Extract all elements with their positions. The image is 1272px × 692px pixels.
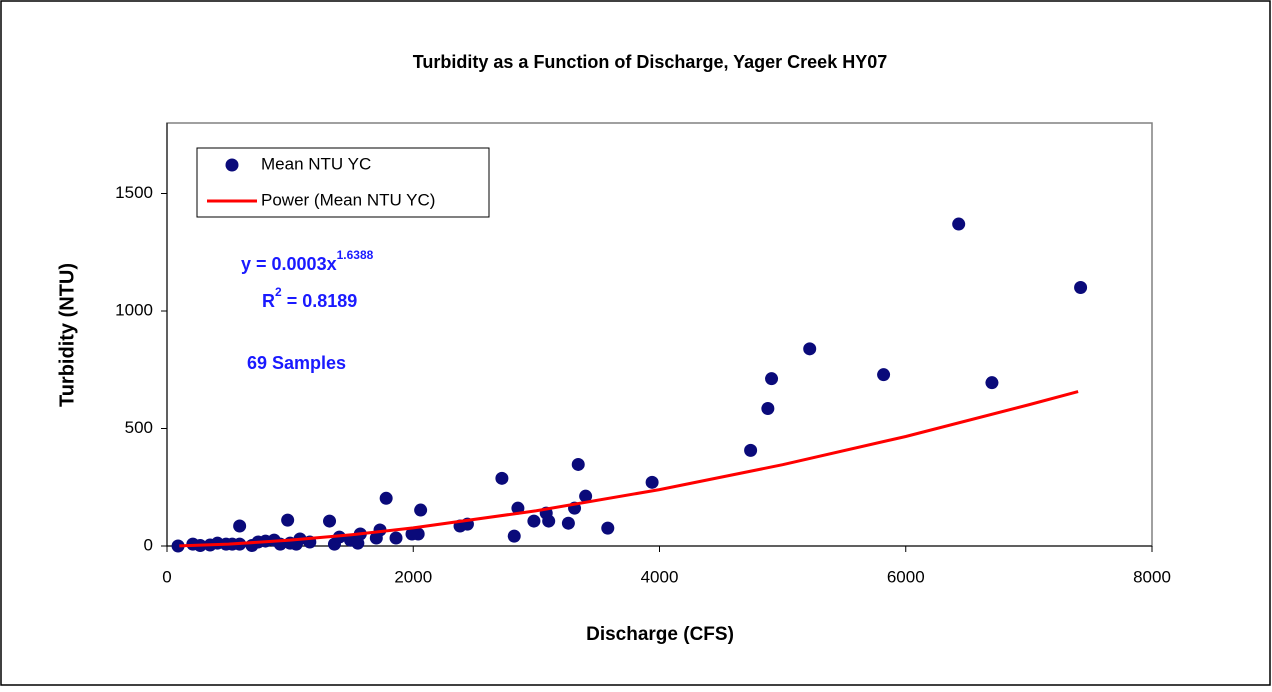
data-point [561, 516, 575, 530]
equation-base: y = 0.0003x [241, 254, 337, 274]
data-point [171, 539, 185, 553]
x-tick-label: 6000 [887, 567, 925, 586]
data-point [579, 489, 593, 503]
data-point [645, 475, 659, 489]
data-point [1074, 281, 1088, 294]
data-point [414, 503, 428, 517]
data-point [571, 457, 585, 471]
y-tick-label: 1000 [115, 300, 153, 319]
x-axis-label: Discharge (CFS) [586, 624, 734, 645]
data-point [527, 514, 541, 528]
x-tick-label: 8000 [1133, 567, 1171, 586]
r2-value: = 0.8189 [282, 291, 358, 311]
x-tick-label: 4000 [641, 567, 679, 586]
data-point [507, 529, 521, 543]
y-tick-label: 500 [125, 418, 153, 437]
y-tick-label: 1500 [115, 183, 153, 202]
y-axis-label: Turbidity (NTU) [56, 263, 78, 407]
equation-exponent: 1.6388 [337, 248, 374, 262]
data-point [765, 372, 779, 386]
data-point [601, 521, 615, 535]
data-point [495, 471, 509, 485]
data-point [389, 531, 403, 545]
data-point [281, 513, 295, 527]
data-point [233, 519, 247, 533]
data-point [803, 342, 817, 356]
equation: y = 0.0003x1.6388 [241, 248, 374, 274]
data-point [744, 443, 758, 457]
data-point [323, 514, 337, 528]
r2-exponent: 2 [275, 285, 282, 299]
trend-line [179, 390, 1079, 548]
r-squared: R2 = 0.8189 [262, 285, 357, 311]
data-point [877, 368, 891, 382]
data-point [379, 491, 393, 505]
y-tick-label: 0 [144, 535, 153, 554]
r2-base: R [262, 291, 275, 311]
sample-count: 69 Samples [247, 353, 346, 373]
legend-marker [225, 158, 239, 172]
data-point [985, 376, 999, 390]
legend-box [196, 147, 490, 218]
data-point [542, 514, 556, 528]
x-tick-label: 0 [162, 567, 171, 586]
data-point [952, 217, 966, 231]
legend-label: Power (Mean NTU YC) [261, 190, 435, 209]
data-point [761, 402, 775, 416]
chart-title: Turbidity as a Function of Discharge, Ya… [413, 52, 887, 72]
legend-label: Mean NTU YC [261, 154, 371, 173]
x-tick-label: 2000 [394, 567, 432, 586]
data-point [411, 527, 425, 541]
